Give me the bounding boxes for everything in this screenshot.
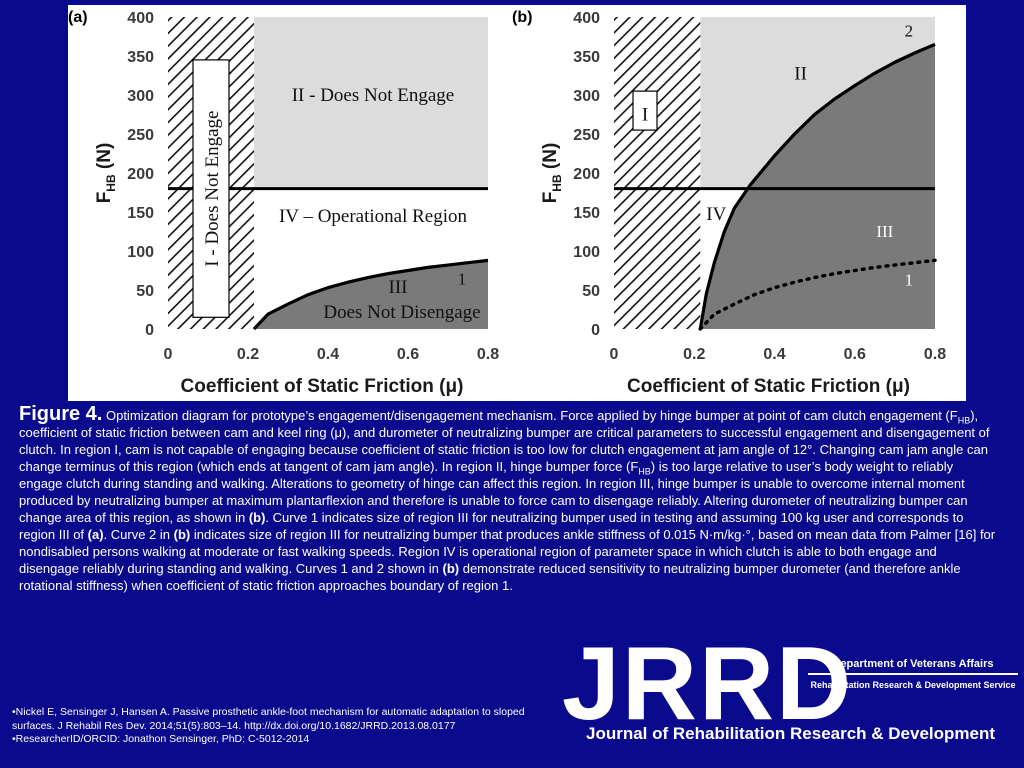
y-tick-label: 200: [127, 166, 154, 183]
caption-text-6: indicates size of region III for neutral…: [19, 527, 996, 576]
y-tick-label: 0: [591, 322, 600, 339]
x-tick-label: 0.8: [477, 346, 499, 363]
service-name: Rehabilitation Research & Development Se…: [810, 680, 1016, 690]
caption-ref-a: (a): [87, 527, 104, 542]
y-axis-title: FHB (N): [540, 143, 564, 204]
figure-caption: Figure 4. Optimization diagram for proto…: [19, 403, 997, 594]
y-tick-label: 100: [127, 244, 154, 261]
journal-name: Journal of Rehabilitation Research & Dev…: [586, 724, 996, 743]
x-tick-label: 0.4: [317, 346, 339, 363]
y-tick-label: 300: [127, 88, 154, 105]
panel-a: 0 50 100 150 200 250 300 350 400 0 0.2 0.4 0.6 0.8 Coe…: [68, 9, 499, 397]
y-axis-title-sub: HB: [104, 174, 118, 192]
y-tick-label: 150: [127, 205, 154, 222]
curve-2-line: [698, 42, 936, 330]
y-tick-label: 50: [582, 283, 600, 300]
y-axis-title-unit: (N): [94, 143, 115, 175]
caption-ref-b-1: (b): [248, 510, 266, 525]
region-i-label: I - Does Not Engage: [202, 111, 223, 267]
caption-text-3: ) is too large relative to user’s body w…: [19, 459, 968, 525]
y-tick-label: 400: [573, 10, 600, 27]
caption-title: Figure 4.: [19, 403, 103, 425]
x-axis-title: Coefficient of Static Friction (μ): [181, 376, 464, 397]
panel-label: (a): [68, 9, 88, 26]
region-i-label-box: [192, 59, 230, 318]
caption-ref-b-2: (b): [173, 527, 191, 542]
y-axis-title: FHB (N): [94, 143, 118, 204]
x-tick-label: 0.6: [844, 346, 866, 363]
x-tick-label: 0: [164, 346, 173, 363]
region-iii-area: [700, 44, 935, 330]
figure-panel: 0 50 100 150 200 250 300 350 400 0 0.2 0.4 0.6 0.8 Coe…: [68, 5, 966, 401]
department-name: Department of Veterans Affairs: [808, 658, 1018, 675]
y-tick-label: 350: [573, 49, 600, 66]
region-iii-label: III: [389, 277, 408, 298]
region-iii-label: III: [876, 222, 893, 241]
y-axis-title-main: F: [94, 192, 115, 204]
caption-text-5: . Curve 2 in: [103, 527, 174, 542]
region-iii-area: [254, 260, 488, 329]
panel-b: 0 50 100 150 200 250 300 350 400 0 0.2 0.4 0.6 0.8 Coe…: [512, 9, 946, 397]
caption-ref-b-3: (b): [442, 561, 460, 576]
region-iii-sublabel: Does Not Disengage: [323, 302, 480, 323]
caption-text-4: . Curve 1 indicates size of region III f…: [19, 510, 964, 542]
caption-text-1: Optimization diagram for prototype’s eng…: [102, 408, 958, 423]
curve-1-label: 1: [458, 270, 467, 289]
region-i-label-box: [632, 90, 658, 131]
x-axis-title: Coefficient of Static Friction (μ): [627, 376, 910, 397]
curve-2-label: 2: [905, 22, 914, 41]
region-iv-label: IV – Operational Region: [279, 206, 468, 227]
caption-sub-2: HB: [638, 466, 651, 477]
y-tick-label: 150: [573, 205, 600, 222]
x-tick-label: 0.2: [683, 346, 705, 363]
caption-text-2: ), coefficient of static friction betwee…: [19, 408, 990, 474]
researcher-id-text: •ResearcherID/ORCID: Jonathon Sensinger,…: [12, 733, 310, 745]
caption-text-7: demonstrate reduced sensitivity to neutr…: [19, 561, 961, 593]
y-tick-label: 200: [573, 166, 600, 183]
jrrd-logo: JRRD: [562, 626, 854, 742]
curve-1-line: [698, 258, 937, 331]
region-iv-label: IV: [706, 204, 726, 225]
y-tick-label: 0: [145, 322, 154, 339]
x-tick-label: 0: [610, 346, 619, 363]
y-axis-title-main: F: [540, 192, 561, 204]
region-i-hatched-area: [614, 17, 701, 329]
region-ii-label: II - Does Not Engage: [292, 85, 455, 106]
y-tick-label: 350: [127, 49, 154, 66]
x-tick-label: 0.4: [763, 346, 785, 363]
y-tick-label: 250: [127, 127, 154, 144]
citation-text: •Nickel E, Sensinger J, Hansen A. Passiv…: [12, 706, 525, 732]
x-tick-label: 0.6: [397, 346, 419, 363]
panel-label: (b): [512, 9, 532, 26]
curve-1-label: 1: [905, 270, 914, 289]
y-axis-title-sub: HB: [550, 174, 564, 192]
x-tick-label: 0.8: [924, 346, 946, 363]
references: •Nickel E, Sensinger J, Hansen A. Passiv…: [12, 706, 552, 747]
x-tick-label: 0.2: [237, 346, 259, 363]
y-tick-label: 100: [573, 244, 600, 261]
y-tick-label: 300: [573, 88, 600, 105]
y-tick-label: 250: [573, 127, 600, 144]
region-ii-area: [254, 17, 488, 189]
va-branding: Department of Veterans Affairs Rehabilit…: [808, 658, 1018, 690]
region-ii-label: II: [794, 63, 807, 84]
region-i-label: I: [642, 105, 648, 126]
y-tick-label: 50: [136, 283, 154, 300]
curve-1-line: [252, 258, 489, 331]
y-tick-label: 400: [127, 10, 154, 27]
caption-sub-1: HB: [957, 415, 971, 426]
y-axis-title-unit: (N): [540, 143, 561, 175]
